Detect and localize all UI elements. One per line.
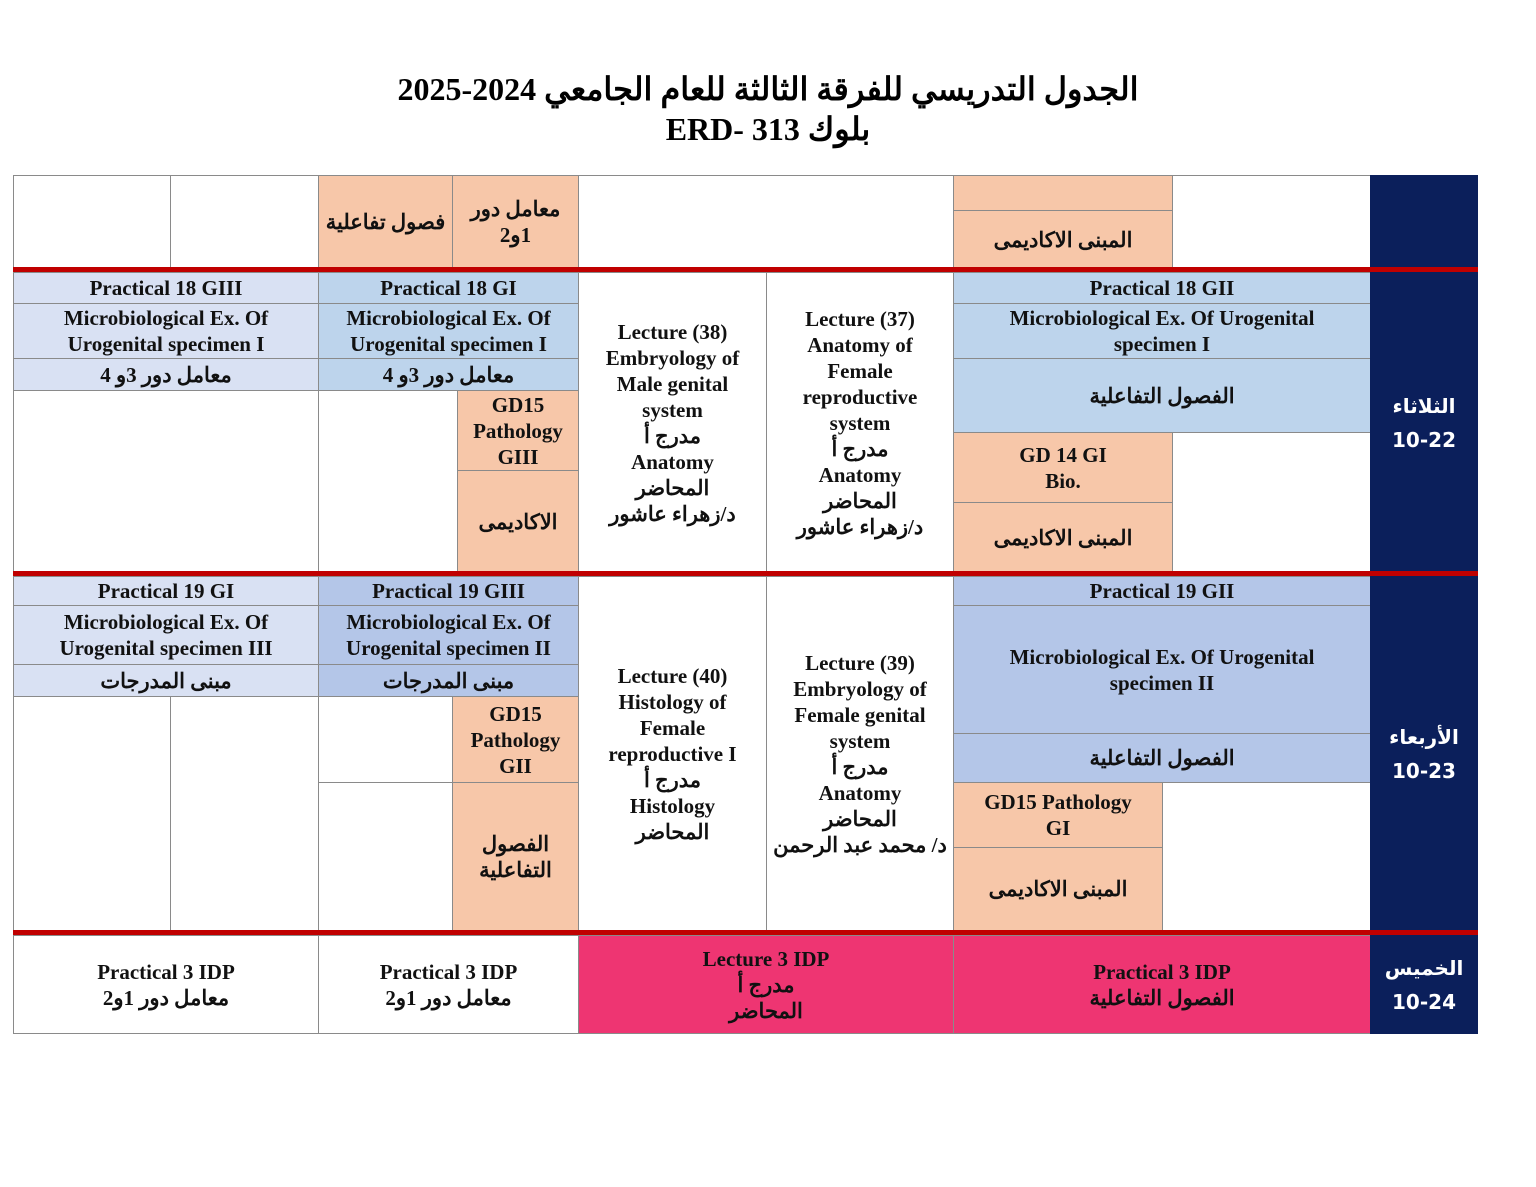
- row-separator: [13, 930, 1478, 935]
- empty-cell: [13, 175, 171, 269]
- schedule-cell: الاكاديمى: [457, 470, 579, 573]
- lecture-cell: Lecture (37) Anatomy of Female reproduct…: [766, 272, 954, 573]
- schedule-cell: GD15 Pathology GIII: [457, 390, 579, 471]
- schedule-cell: Practical 19 GI: [13, 576, 319, 606]
- schedule-cell: Microbiological Ex. Of Urogenital specim…: [953, 303, 1371, 359]
- schedule-cell: Practical 3 IDP معامل دور 1و2: [318, 935, 579, 1034]
- schedule-cell: Practical 18 GII: [953, 272, 1371, 304]
- schedule-cell: Practical 19 GIII: [318, 576, 579, 606]
- schedule-cell: Microbiological Ex. Of Urogenital specim…: [318, 303, 579, 359]
- lecture-cell: Lecture (38) Embryology of Male genital …: [578, 272, 767, 573]
- schedule-cell: Practical 3 IDP الفصول التفاعلية: [953, 935, 1371, 1034]
- schedule-cell: Microbiological Ex. Of Urogenital specim…: [953, 605, 1371, 734]
- day-cell: الثلاثاء 10-22: [1370, 272, 1478, 573]
- schedule-cell: مبنى المدرجات: [13, 664, 319, 697]
- schedule-cell: Practical 18 GIII: [13, 272, 319, 304]
- empty-cell: [1162, 782, 1371, 931]
- schedule-cell: Microbiological Ex. Of Urogenital specim…: [318, 605, 579, 665]
- empty-cell: [170, 175, 319, 269]
- row-separator: [13, 571, 1478, 576]
- schedule-cell: GD15 Pathology GII: [452, 696, 579, 783]
- schedule-cell: Microbiological Ex. Of Urogenital specim…: [13, 303, 319, 359]
- schedule-cell: Practical 18 GI: [318, 272, 579, 304]
- lecture-cell: Lecture 3 IDP مدرج أ المحاضر: [578, 935, 954, 1034]
- empty-cell: [578, 175, 954, 269]
- page-title: الجدول التدريسي للفرقة الثالثة للعام الج…: [397, 71, 1139, 107]
- empty-cell: [318, 782, 453, 931]
- schedule-cell: GD15 Pathology GI: [953, 782, 1163, 848]
- schedule-cell: المبنى الاكاديمى: [953, 847, 1163, 931]
- schedule-cell: المبنى الاكاديمى: [953, 502, 1173, 573]
- empty-cell: [318, 390, 458, 573]
- empty-cell: [13, 390, 319, 573]
- schedule-cell: الفصول التفاعلية: [452, 782, 579, 931]
- lecture-cell: Lecture (39) Embryology of Female genita…: [766, 576, 954, 931]
- empty-cell: [318, 696, 453, 783]
- day-cell: [1370, 175, 1478, 211]
- schedule-cell: Practical 19 GII: [953, 576, 1371, 606]
- empty-cell: [13, 696, 171, 931]
- day-cell: الأربعاء 10-23: [1370, 576, 1478, 931]
- schedule-cell: Practical 3 IDP معامل دور 1و2: [13, 935, 319, 1034]
- day-cell: الخميس 10-24: [1370, 935, 1478, 1034]
- schedule-cell: معامل دور 3و 4: [318, 358, 579, 391]
- schedule-cell: الفصول التفاعلية: [953, 358, 1371, 433]
- page-subtitle: ERD- 313 بلوك: [665, 111, 871, 147]
- schedule-cell: معامل دور 3و 4: [13, 358, 319, 391]
- empty-cell: [1172, 175, 1371, 269]
- schedule-cell: الفصول التفاعلية: [953, 733, 1371, 783]
- empty-cell: [953, 175, 1173, 211]
- schedule-cell: مبنى المدرجات: [318, 664, 579, 697]
- empty-cell: [1172, 432, 1371, 573]
- schedule-cell: معامل دور 1و2: [452, 175, 579, 269]
- row-separator: [13, 267, 1478, 272]
- schedule-cell: Microbiological Ex. Of Urogenital specim…: [13, 605, 319, 665]
- day-cell: [1370, 210, 1478, 269]
- empty-cell: [170, 696, 319, 931]
- schedule-cell: GD 14 GI Bio.: [953, 432, 1173, 503]
- lecture-cell: Lecture (40) Histology of Female reprodu…: [578, 576, 767, 931]
- schedule-cell: فصول تفاعلية: [318, 175, 453, 269]
- schedule-cell: المبنى الاكاديمى: [953, 210, 1173, 269]
